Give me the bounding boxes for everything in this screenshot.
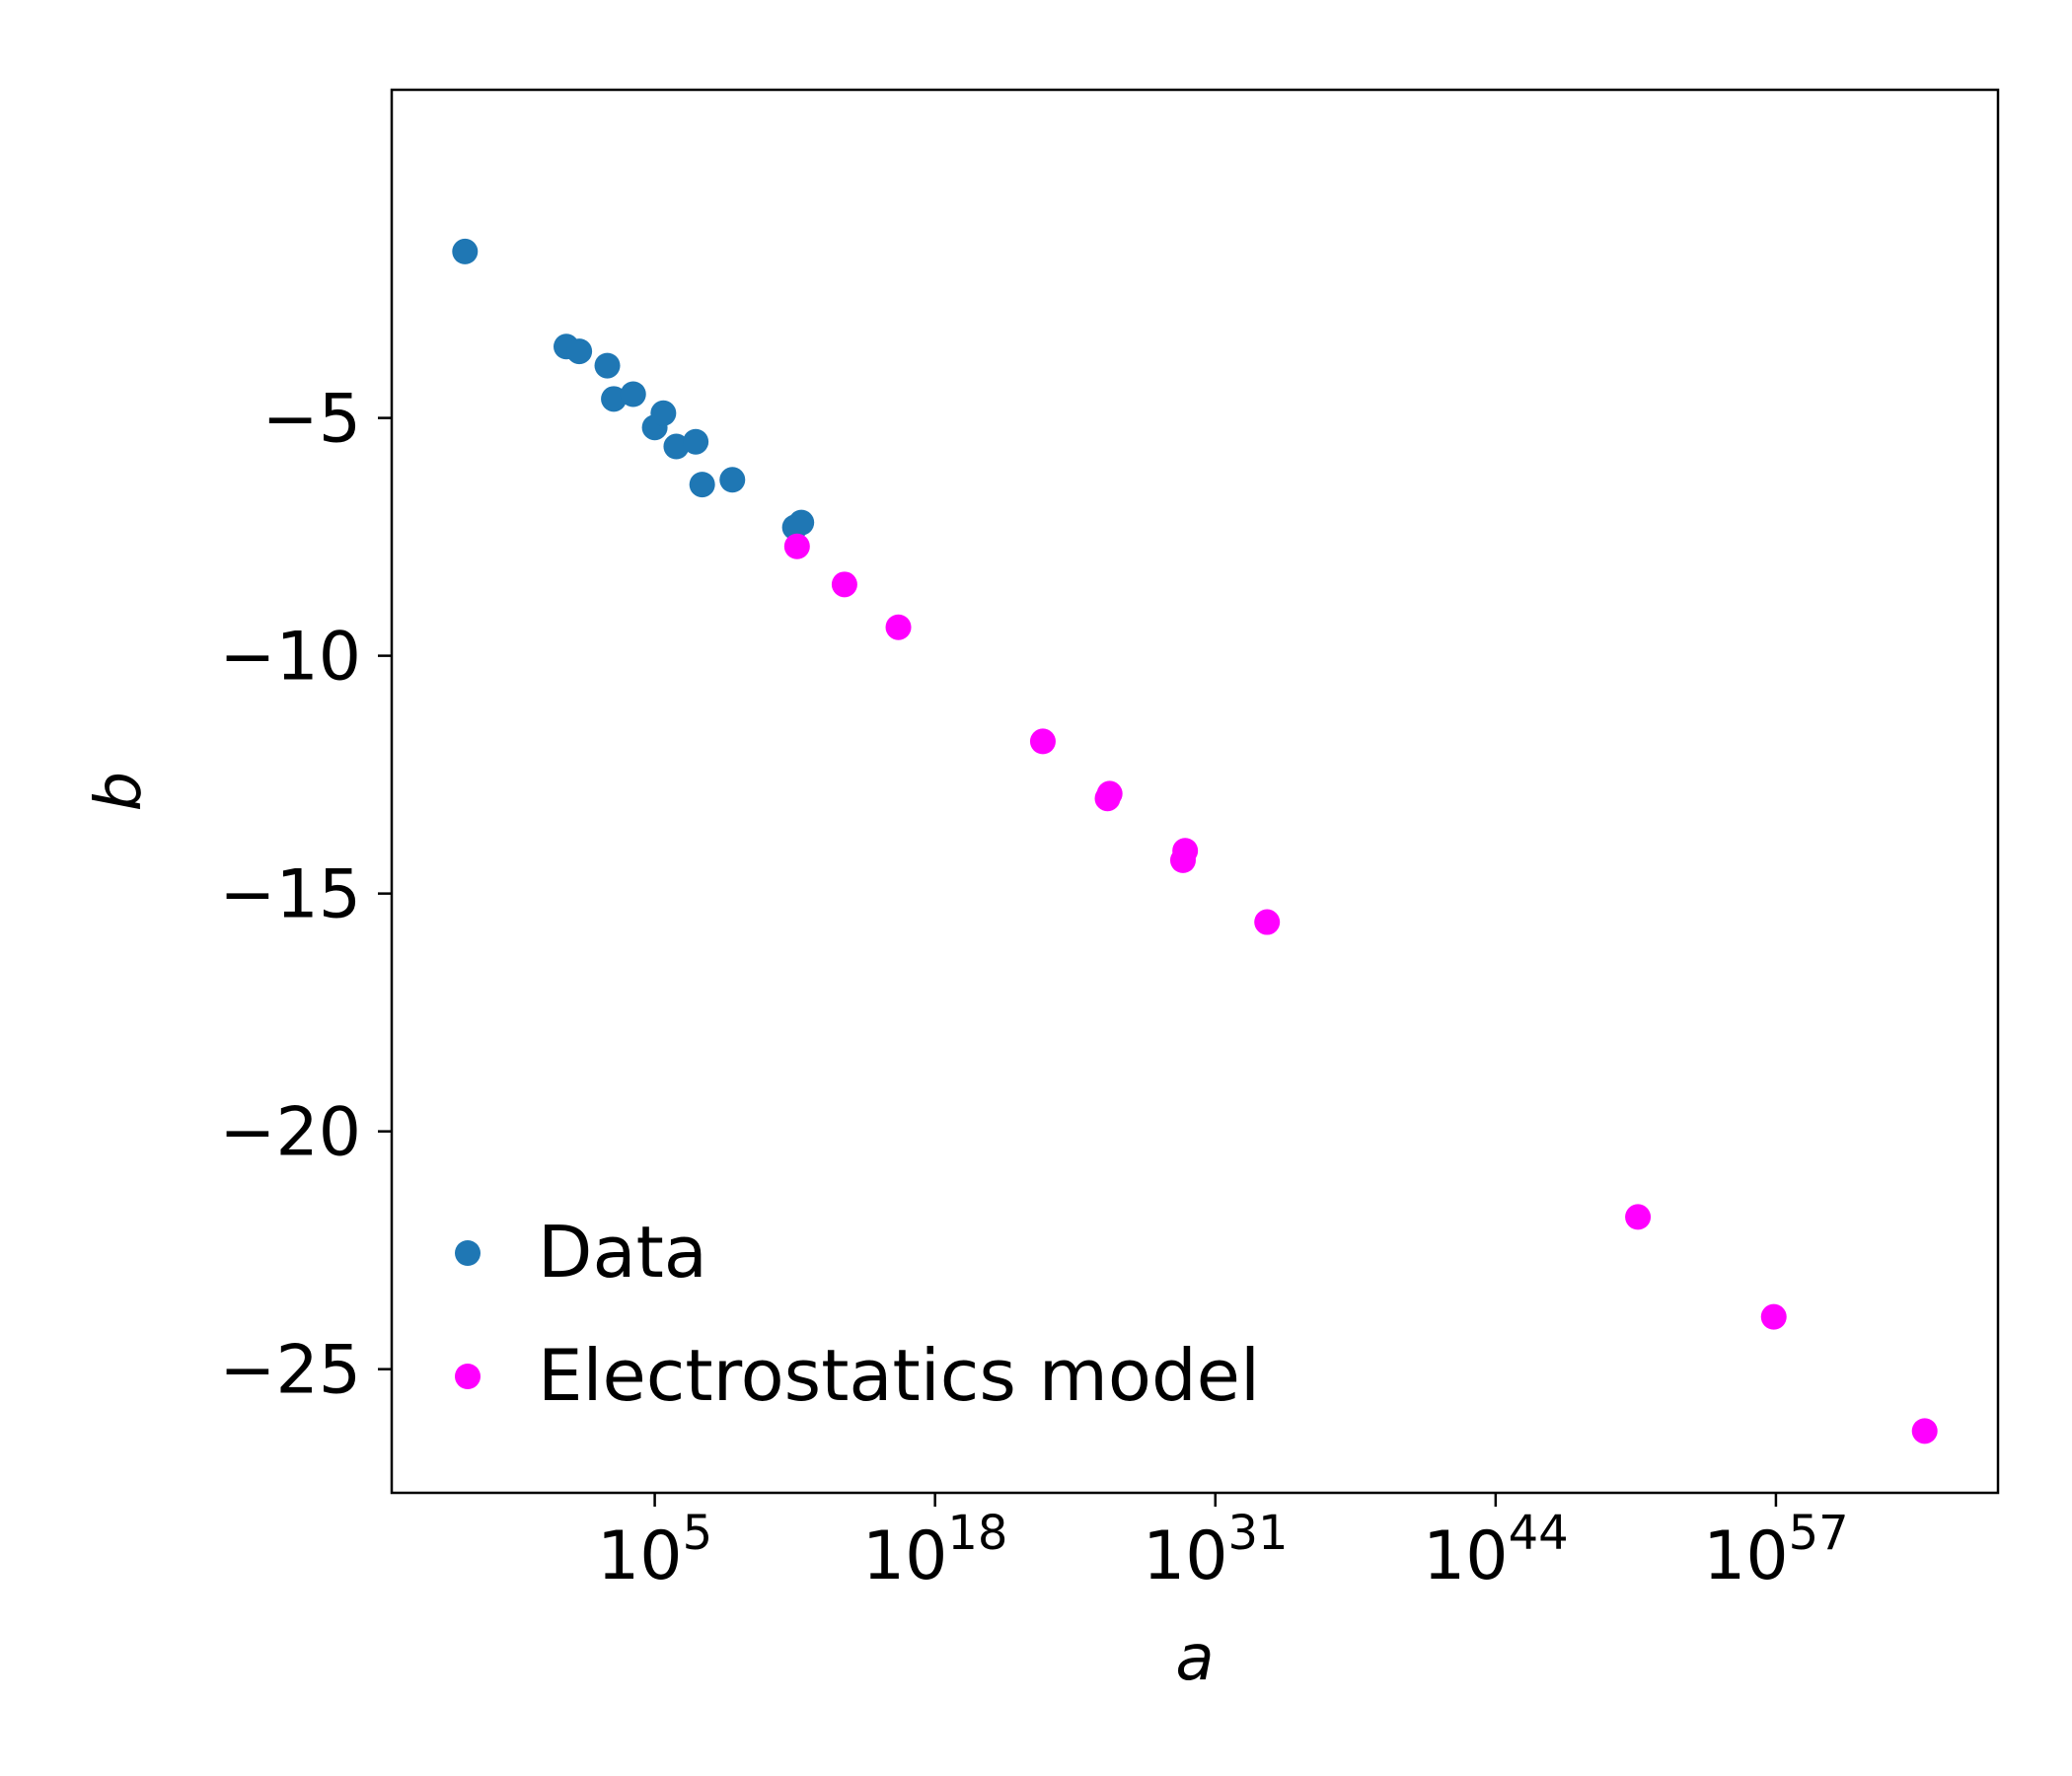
x-tick-label: 1057: [1703, 1506, 1849, 1595]
x-axis-ticks: 105 1018 1031 1044 1057: [597, 1493, 1849, 1595]
y-tick-label: −25: [219, 1332, 361, 1410]
electrostatics-model-point: [1760, 1303, 1787, 1330]
y-tick-label: −5: [262, 381, 361, 459]
plot-background: [392, 90, 1998, 1493]
electrostatics-model-point: [831, 571, 857, 598]
electrostatics-model-point: [1911, 1418, 1938, 1444]
electrostatics-model-point: [1169, 847, 1196, 873]
legend-marker-electrostatics-model: [455, 1364, 481, 1389]
x-axis-label: a: [1175, 1622, 1214, 1695]
electrostatics-model-point: [885, 614, 912, 640]
legend-marker-data: [455, 1240, 481, 1266]
y-tick-label: −10: [219, 619, 361, 697]
data-point: [452, 238, 479, 264]
data-point: [788, 509, 815, 536]
electrostatics-model-point: [1094, 785, 1121, 812]
legend-label-electrostatics-model: Electrostatics model: [538, 1334, 1260, 1417]
y-tick-label: −15: [219, 856, 361, 934]
x-tick-label: 1018: [862, 1506, 1008, 1595]
x-tick-label: 105: [597, 1506, 712, 1595]
electrostatics-model-point: [1254, 909, 1281, 935]
electrostatics-model-point: [1029, 728, 1056, 755]
plot-frame: [390, 88, 2000, 1495]
data-point: [620, 381, 646, 407]
electrostatics-model-point: [783, 533, 810, 559]
electrostatics-model-point: [1625, 1204, 1652, 1230]
data-point: [683, 428, 709, 455]
y-tick-label: −20: [219, 1094, 361, 1172]
x-tick-label: 1044: [1423, 1506, 1569, 1595]
x-tick-label: 1031: [1143, 1506, 1289, 1595]
data-point: [594, 352, 621, 379]
data-point: [663, 433, 690, 460]
data-point: [689, 472, 715, 498]
legend: Data Electrostatics model: [455, 1211, 1260, 1417]
data-point: [601, 386, 628, 412]
legend-label-data: Data: [538, 1211, 707, 1294]
data-point: [566, 338, 593, 365]
data-point: [719, 467, 746, 493]
data-points: [452, 238, 1938, 1444]
data-point: [650, 400, 677, 426]
y-axis-ticks: −5 −10 −15 −20 −25: [219, 381, 392, 1410]
y-axis-label: b: [83, 772, 156, 812]
